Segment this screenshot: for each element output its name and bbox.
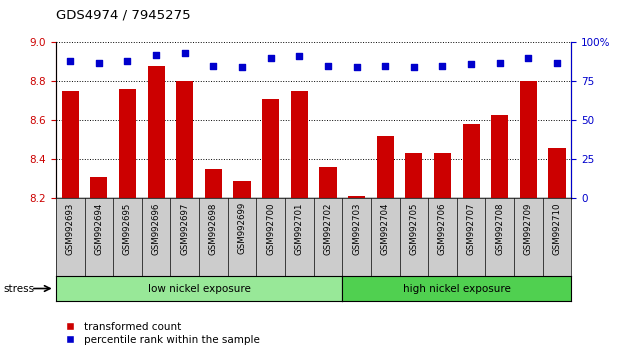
Text: GSM992703: GSM992703 bbox=[352, 202, 361, 255]
Point bbox=[351, 64, 361, 70]
Point bbox=[323, 63, 333, 69]
Point bbox=[409, 64, 419, 70]
Text: GSM992708: GSM992708 bbox=[495, 202, 504, 255]
Text: GDS4974 / 7945275: GDS4974 / 7945275 bbox=[56, 8, 191, 21]
Point bbox=[209, 63, 219, 69]
Point bbox=[495, 60, 505, 65]
Bar bbox=[90, 177, 107, 198]
Bar bbox=[491, 114, 509, 198]
Bar bbox=[205, 169, 222, 198]
Point bbox=[552, 60, 562, 65]
Point bbox=[151, 52, 161, 58]
Text: GSM992709: GSM992709 bbox=[524, 202, 533, 255]
Text: GSM992710: GSM992710 bbox=[553, 202, 561, 255]
Point bbox=[94, 60, 104, 65]
Bar bbox=[548, 148, 566, 198]
Bar bbox=[176, 81, 193, 198]
Text: GSM992699: GSM992699 bbox=[237, 202, 247, 255]
Text: GSM992705: GSM992705 bbox=[409, 202, 419, 255]
Bar bbox=[434, 153, 451, 198]
Text: GSM992694: GSM992694 bbox=[94, 202, 103, 255]
Text: GSM992695: GSM992695 bbox=[123, 202, 132, 255]
Text: GSM992700: GSM992700 bbox=[266, 202, 275, 255]
Point bbox=[437, 63, 447, 69]
Text: low nickel exposure: low nickel exposure bbox=[148, 284, 250, 293]
Bar bbox=[376, 136, 394, 198]
Text: high nickel exposure: high nickel exposure bbox=[403, 284, 510, 293]
Bar bbox=[406, 153, 422, 198]
Text: GSM992702: GSM992702 bbox=[324, 202, 332, 255]
Point bbox=[466, 62, 476, 67]
Bar bbox=[119, 89, 136, 198]
Bar bbox=[520, 81, 537, 198]
Point bbox=[380, 63, 390, 69]
Text: GSM992707: GSM992707 bbox=[466, 202, 476, 255]
Bar bbox=[291, 91, 308, 198]
Text: GSM992704: GSM992704 bbox=[381, 202, 390, 255]
Text: GSM992697: GSM992697 bbox=[180, 202, 189, 255]
Point bbox=[237, 64, 247, 70]
Bar bbox=[233, 181, 251, 198]
Text: GSM992701: GSM992701 bbox=[295, 202, 304, 255]
Bar bbox=[348, 196, 365, 198]
Text: GSM992706: GSM992706 bbox=[438, 202, 447, 255]
Point bbox=[180, 51, 190, 56]
Bar bbox=[148, 66, 165, 198]
Bar bbox=[262, 99, 279, 198]
Bar bbox=[463, 124, 479, 198]
Point bbox=[122, 58, 132, 64]
Text: stress: stress bbox=[3, 284, 34, 293]
Bar bbox=[61, 91, 79, 198]
Point bbox=[266, 55, 276, 61]
Bar bbox=[319, 167, 337, 198]
Text: GSM992696: GSM992696 bbox=[152, 202, 161, 255]
Text: GSM992693: GSM992693 bbox=[66, 202, 75, 255]
Text: GSM992698: GSM992698 bbox=[209, 202, 218, 255]
Point bbox=[524, 55, 533, 61]
Legend: transformed count, percentile rank within the sample: transformed count, percentile rank withi… bbox=[61, 317, 264, 349]
Point bbox=[65, 58, 75, 64]
Point bbox=[294, 54, 304, 59]
